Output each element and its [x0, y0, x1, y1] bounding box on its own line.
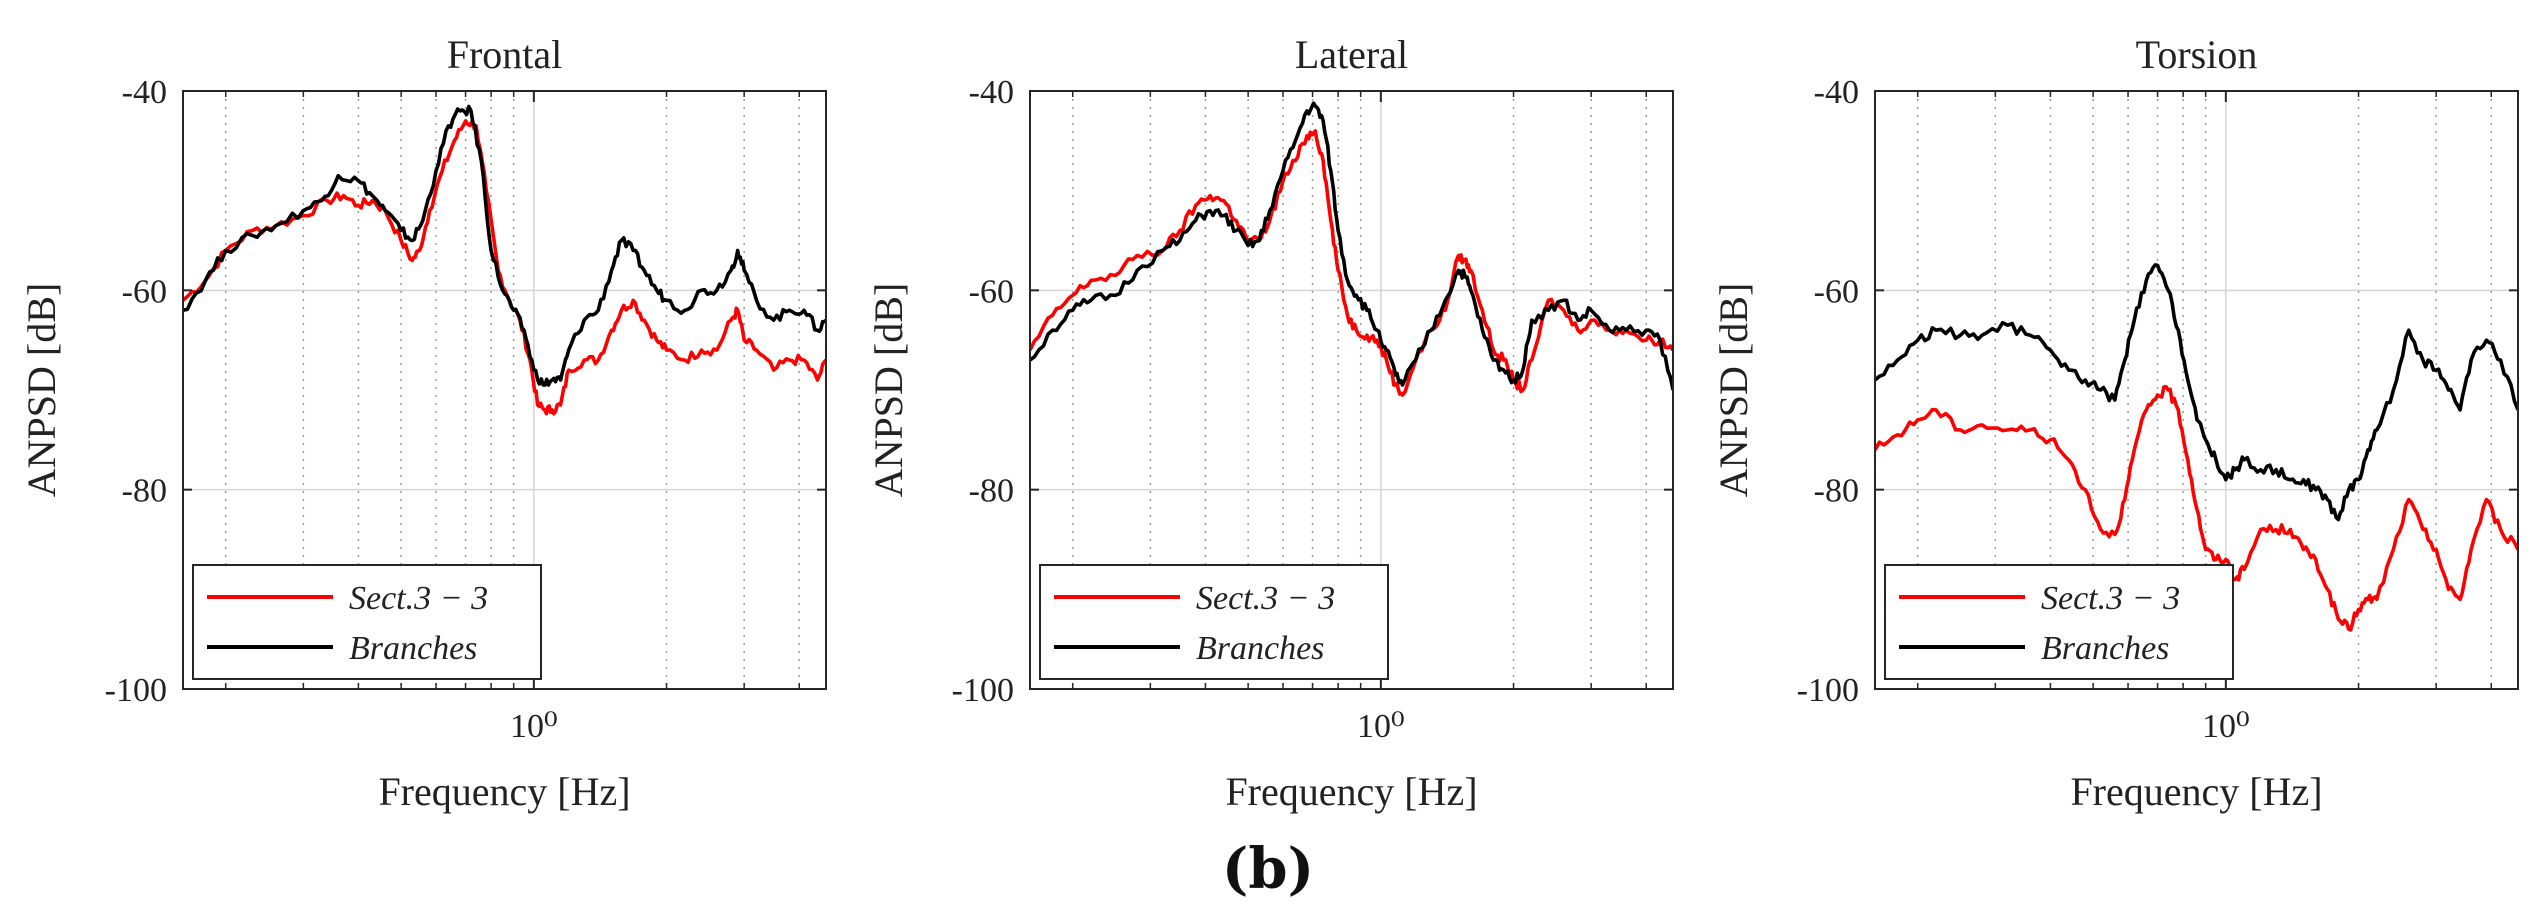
legend-box — [1039, 564, 1389, 680]
legend-box — [1884, 564, 2234, 680]
y-tick-label: -80 — [969, 473, 1014, 510]
y-tick-label: -100 — [105, 672, 167, 709]
series-line-sect3-3 — [183, 119, 826, 416]
y-tick-label: -100 — [952, 672, 1014, 709]
axes-box — [182, 90, 827, 690]
y-tick-label: -100 — [1797, 672, 1859, 709]
y-tick-label: -60 — [969, 273, 1014, 310]
panel-title: Torsion — [2136, 32, 2258, 77]
x-tick-label: 10⁰ — [2202, 708, 2250, 745]
y-tick-label: -40 — [969, 74, 1014, 111]
panel-frontal: -40 -60 -80 -100 10⁰ Frontal Frequency [Hz] ANP… — [19, 32, 827, 814]
legend-label: Sect.3 − 3 — [2041, 580, 2180, 617]
legend: Sect.3 − 3 Branches — [192, 564, 542, 680]
legend-label: Branches — [2041, 630, 2169, 667]
x-axis-label: Frequency [Hz] — [2070, 769, 2322, 814]
y-tick-label: -40 — [122, 74, 167, 111]
y-tick-label: -60 — [122, 273, 167, 310]
x-axis-label: Frequency [Hz] — [378, 769, 630, 814]
x-axis-label: Frequency [Hz] — [1225, 769, 1477, 814]
figure-canvas: -40 -60 -80 -100 10⁰ Frontal Frequency [Hz] ANP… — [19, 32, 2519, 814]
y-axis-label: ANPSD [dB] — [866, 283, 911, 497]
figure-caption: (b) — [1221, 836, 1315, 902]
panel-title: Frontal — [447, 32, 563, 77]
x-tick-label: 10⁰ — [1357, 708, 1405, 745]
legend-label: Branches — [349, 630, 477, 667]
axes-box — [1029, 90, 1674, 690]
axes-box — [1874, 90, 2519, 690]
panel-lateral: -40 -60 -80 -100 10⁰ Lateral Frequency [Hz] ANP… — [866, 32, 1674, 814]
legend: Sect.3 − 3 Branches — [1884, 564, 2234, 680]
series-line-sect3-3 — [1875, 384, 2518, 632]
legend: Sect.3 − 3 Branches — [1039, 564, 1389, 680]
legend-label: Sect.3 − 3 — [349, 580, 488, 617]
series-line-branches — [1030, 101, 1673, 391]
legend-label: Branches — [1196, 630, 1324, 667]
y-axis-label: ANPSD [dB] — [1711, 283, 1756, 497]
y-tick-label: -80 — [1814, 473, 1859, 510]
panel-torsion: -40 -60 -80 -100 10⁰ Torsion Frequency [Hz] ANP… — [1711, 32, 2519, 814]
series-line-branches — [1875, 263, 2518, 522]
series-line-sect3-3 — [1030, 129, 1673, 397]
y-tick-label: -80 — [122, 473, 167, 510]
panel-title: Lateral — [1295, 32, 1408, 77]
legend-label: Sect.3 − 3 — [1196, 580, 1335, 617]
series-line-branches — [183, 104, 826, 387]
y-tick-label: -40 — [1814, 74, 1859, 111]
y-tick-label: -60 — [1814, 273, 1859, 310]
y-axis-label: ANPSD [dB] — [19, 283, 64, 497]
x-tick-label: 10⁰ — [510, 708, 558, 745]
legend-box — [192, 564, 542, 680]
